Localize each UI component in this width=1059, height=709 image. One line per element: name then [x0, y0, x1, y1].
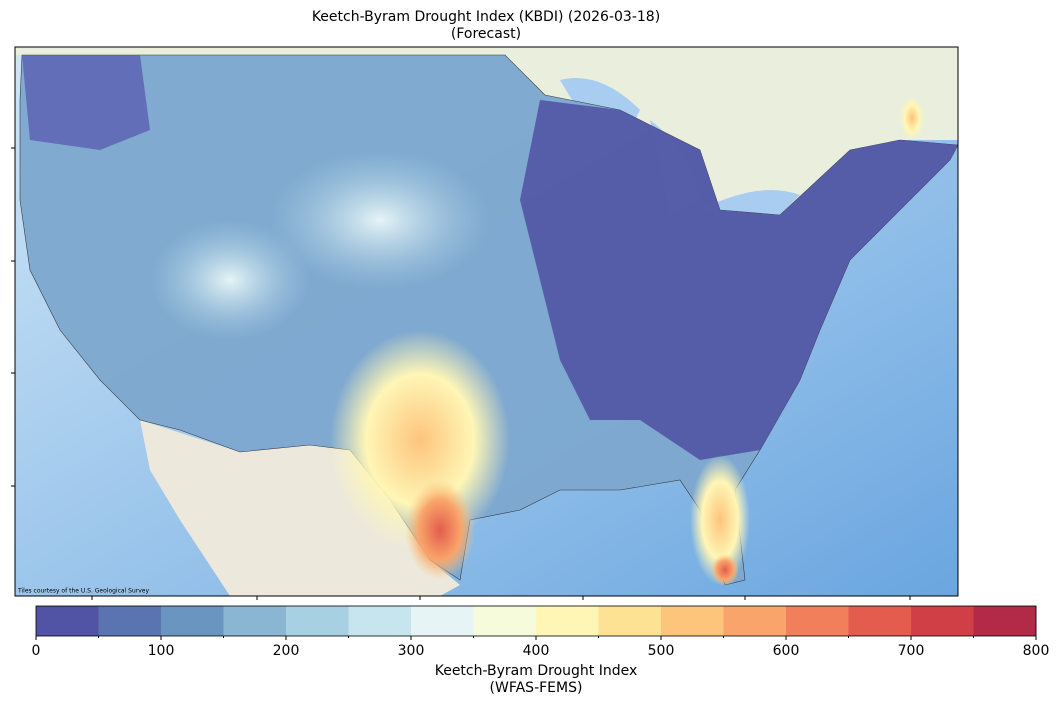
colorbar-swatch [661, 606, 724, 636]
colorbar-swatch [98, 606, 162, 636]
colorbar-tick-label: 800 [1023, 643, 1050, 659]
colorbar-tick-label: 200 [273, 643, 300, 659]
colorbar-tick-label: 0 [32, 643, 41, 659]
colorbar-swatch [161, 606, 224, 636]
colorbar-swatch [536, 606, 599, 636]
map-frame [14, 46, 959, 597]
colorbar-tick-label: 700 [898, 643, 925, 659]
map: Tiles courtesy of the U.S. Geological Su… [15, 47, 958, 596]
attribution: Tiles courtesy of the U.S. Geological Su… [17, 588, 149, 595]
colorbar-tick-label: 300 [398, 643, 425, 659]
colorbar-swatch [411, 606, 474, 636]
colorbar-swatch [973, 606, 1037, 636]
colorbar-swatch [848, 606, 912, 636]
subtitle: (Forecast) [451, 26, 521, 42]
colorbar-swatch [911, 606, 974, 636]
colorbar: 0 100 200 300 400 500 600 700 800 [32, 605, 1050, 659]
colorbar-swatch [348, 606, 412, 636]
title: Keetch-Byram Drought Index (KBDI) (2026-… [312, 9, 660, 25]
colorbar-swatch [786, 606, 849, 636]
colorbar-swatch [473, 606, 537, 636]
colorbar-tick-label: 400 [523, 643, 550, 659]
colorbar-label: (WFAS-FEMS) [490, 680, 583, 696]
colorbar-swatch [36, 606, 99, 636]
colorbar-swatch [223, 606, 287, 636]
colorbar-tick-label: 600 [773, 643, 800, 659]
colorbar-tick-label: 100 [148, 643, 175, 659]
colorbar-tick-label: 500 [648, 643, 675, 659]
colorbar-swatch [286, 606, 349, 636]
colorbar-swatch [598, 606, 662, 636]
colorbar-swatch [723, 606, 787, 636]
map-axis-ticks [11, 147, 911, 600]
colorbar-label: Keetch-Byram Drought Index [435, 663, 638, 679]
